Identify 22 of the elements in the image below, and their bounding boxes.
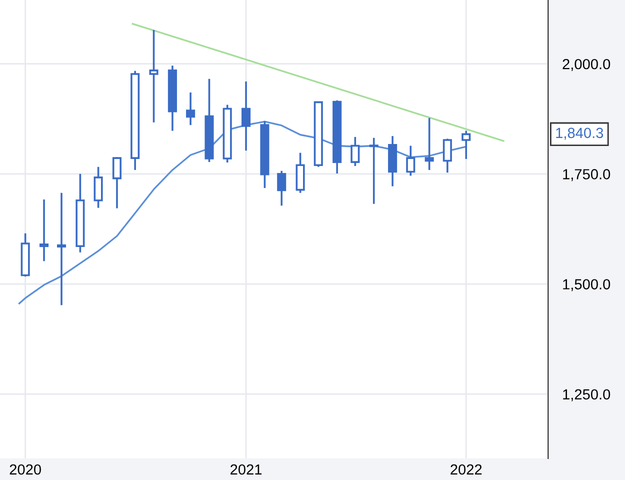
candlestick: [277, 170, 286, 207]
candlestick: [442, 138, 452, 174]
candlestick: [350, 136, 360, 167]
candlestick: [424, 117, 434, 171]
candlestick: [149, 29, 158, 124]
y-tick-label: 1,250.0: [563, 389, 610, 402]
x-tick-label: 2021: [230, 464, 262, 475]
x-tick-label: 2022: [450, 464, 482, 475]
candlestick: [112, 156, 122, 210]
candlestick: [186, 92, 196, 126]
candlestick: [94, 166, 103, 209]
candlestick: [369, 136, 378, 205]
candlestick: [39, 198, 49, 262]
y-tick-label: 1,750.0: [563, 169, 610, 182]
y-tick-label: 1,500.0: [563, 279, 610, 292]
x-tick-label: 2020: [10, 464, 41, 475]
candlestick: [56, 192, 66, 306]
candlestick: [406, 144, 416, 177]
y-tick-label: 2,000.0: [562, 58, 610, 71]
candlestick: [242, 80, 251, 152]
candlestick: [462, 130, 471, 160]
text: 1,840.3: [556, 128, 604, 140]
